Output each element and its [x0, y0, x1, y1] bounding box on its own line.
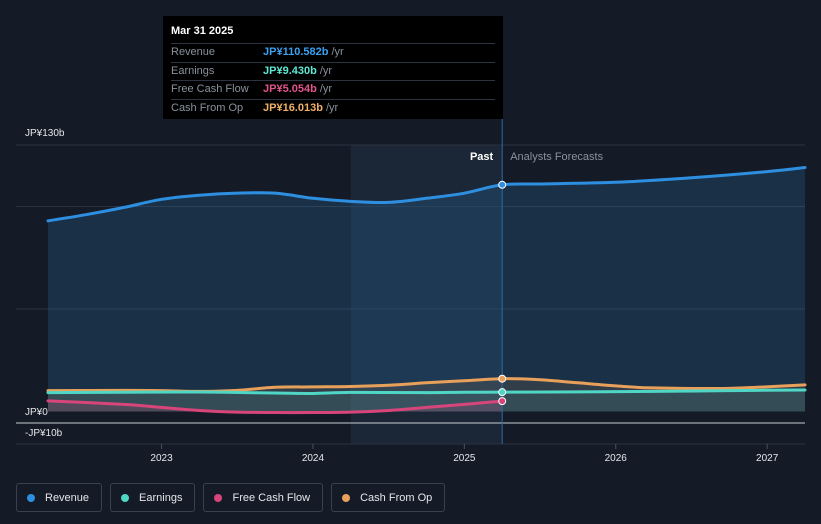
tooltip-unit: /yr	[331, 46, 344, 58]
x-tick-label: 2025	[453, 453, 476, 464]
legend-label: Revenue	[45, 491, 90, 504]
tooltip-value: JP¥5.054b	[263, 83, 317, 95]
past-label: Past	[470, 151, 494, 163]
legend-dot-icon	[121, 493, 130, 502]
tooltip-row-cash-from-op: Cash From Op JP¥16.013b /yr	[171, 98, 495, 118]
x-tick-label: 2024	[302, 453, 325, 464]
tooltip-date: Mar 31 2025	[171, 25, 234, 37]
x-axis-ticks: 2023 2024 2025 2026 2027	[150, 444, 779, 464]
legend-item-cash-from-op[interactable]: Cash From Op	[331, 483, 446, 512]
tooltip-value: JP¥110.582b	[263, 46, 329, 58]
series-area-revenue	[48, 167, 805, 412]
x-tick-label: 2023	[150, 453, 173, 464]
tooltip-value: JP¥16.013b	[263, 101, 323, 114]
legend-item-revenue[interactable]: Revenue	[16, 483, 103, 512]
series-line-earnings	[46, 388, 807, 395]
tooltip-unit: /yr	[319, 83, 333, 95]
marker-earnings	[498, 388, 507, 397]
series-line-free-cash-flow	[46, 399, 504, 415]
series-area-earnings	[48, 389, 805, 412]
legend-dot-icon	[214, 493, 223, 502]
series-line-revenue	[46, 166, 807, 223]
marker-revenue	[498, 180, 507, 189]
legend-label: Cash From Op	[360, 491, 433, 504]
x-tick-label: 2026	[605, 453, 628, 464]
tooltip-row-free-cash-flow: Free Cash Flow JP¥5.054b /yr	[171, 80, 495, 99]
legend-item-earnings[interactable]: Earnings	[110, 483, 196, 512]
tooltip-label: Cash From Op	[171, 101, 244, 114]
tooltip-label: Revenue	[171, 46, 216, 58]
tooltip-row-earnings: Earnings JP¥9.430b /yr	[171, 61, 495, 81]
legend-label: Earnings	[139, 491, 183, 504]
legend-item-free-cash-flow[interactable]: Free Cash Flow	[203, 483, 324, 512]
tooltip-unit: /yr	[325, 101, 339, 114]
marker-free-cash-flow	[498, 397, 507, 406]
gridlines	[16, 144, 805, 445]
forecast-label: Analysts Forecasts	[510, 151, 603, 163]
y-axis-label-top: JP¥130b	[25, 128, 65, 139]
hover-tooltip: Mar 31 2025 Revenue JP¥110.582b /yr Earn…	[163, 16, 503, 119]
legend-label: Free Cash Flow	[232, 491, 311, 504]
series-areas	[48, 167, 805, 413]
tooltip-row-revenue: Revenue JP¥110.582b /yr	[171, 43, 495, 62]
legend-dot-icon	[342, 493, 351, 502]
x-tick-label: 2027	[756, 453, 779, 464]
chart-legend: Revenue Earnings Free Cash Flow Cash Fro…	[16, 483, 446, 512]
tooltip-label: Free Cash Flow	[171, 83, 249, 95]
series-area-free-cash-flow	[48, 400, 503, 413]
tooltip-label: Earnings	[171, 64, 215, 77]
y-axis-label-bottom: -JP¥10b	[25, 428, 63, 439]
tooltip-value: JP¥9.430b	[263, 64, 317, 77]
legend-dot-icon	[27, 493, 35, 502]
marker-cash-from-op	[498, 374, 507, 383]
tooltip-unit: /yr	[319, 64, 333, 77]
y-axis-label-zero: JP¥0	[25, 407, 48, 418]
past-highlight-region	[350, 145, 503, 444]
series-markers	[498, 180, 507, 406]
series-lines	[46, 166, 807, 415]
